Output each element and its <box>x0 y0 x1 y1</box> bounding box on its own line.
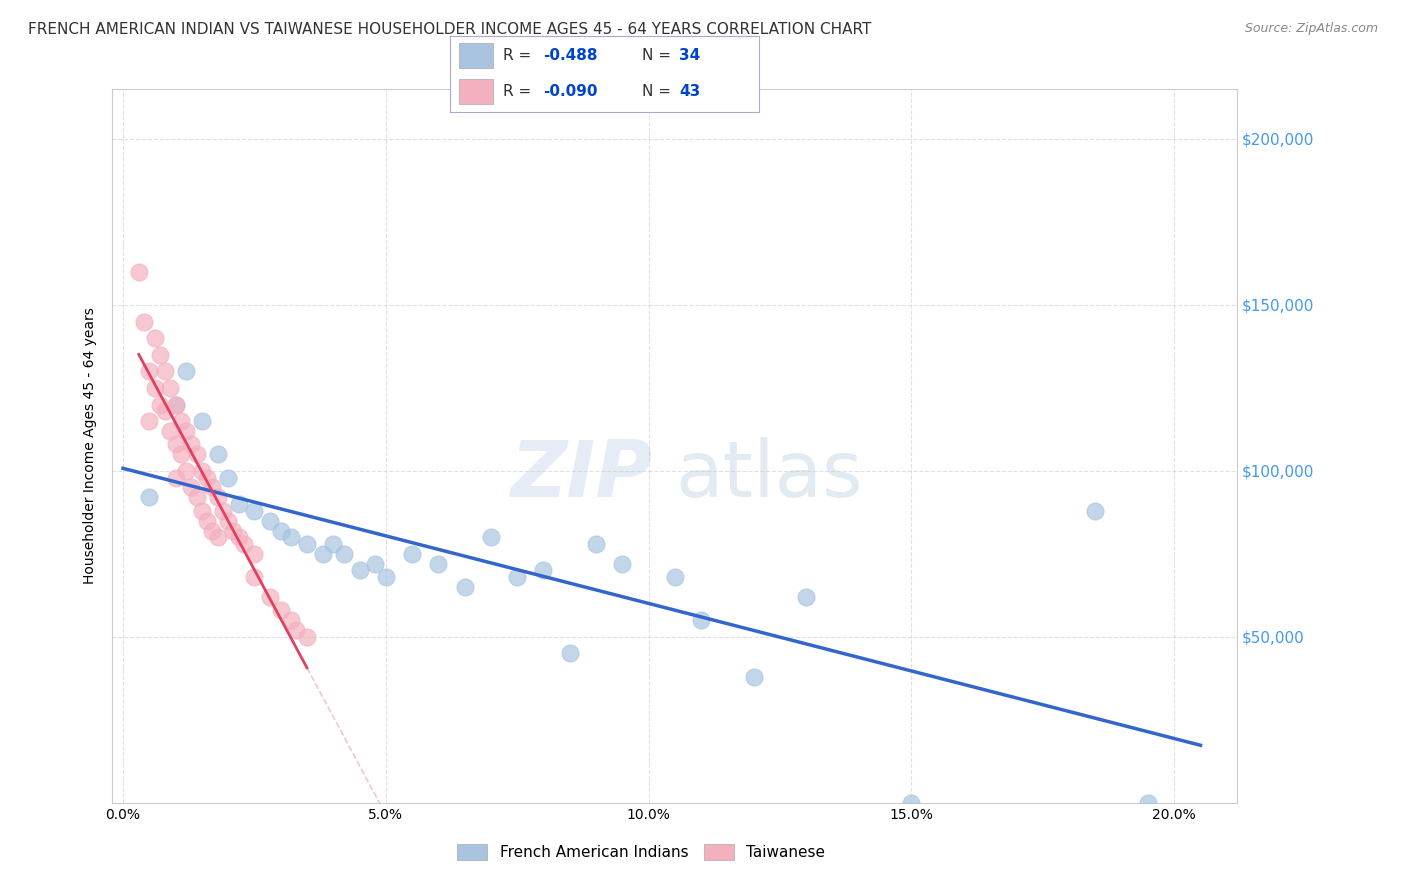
Point <box>232 537 254 551</box>
Point <box>132 314 155 328</box>
Point <box>285 624 308 638</box>
Text: atlas: atlas <box>675 436 862 513</box>
Point <box>128 265 150 279</box>
Point <box>186 447 208 461</box>
Point <box>690 613 713 627</box>
Point <box>174 364 197 378</box>
Point <box>207 530 229 544</box>
Point <box>280 613 302 627</box>
Point <box>201 481 224 495</box>
Point <box>295 537 318 551</box>
Point <box>1136 796 1159 810</box>
Point <box>322 537 344 551</box>
Point <box>165 397 187 411</box>
Point <box>138 364 160 378</box>
Point <box>1084 504 1107 518</box>
Point <box>191 504 214 518</box>
Point <box>427 557 450 571</box>
Point <box>270 603 292 617</box>
Point <box>243 570 266 584</box>
Point <box>149 348 172 362</box>
Point <box>212 504 235 518</box>
Point <box>143 381 166 395</box>
Point <box>259 590 281 604</box>
Point <box>900 796 922 810</box>
Point <box>180 481 202 495</box>
Point <box>228 530 250 544</box>
Point <box>794 590 817 604</box>
Point <box>153 364 176 378</box>
Point <box>153 404 176 418</box>
Point <box>228 497 250 511</box>
Point <box>558 647 581 661</box>
Point <box>191 464 214 478</box>
Point <box>506 570 529 584</box>
Point <box>217 514 239 528</box>
Point <box>259 514 281 528</box>
Point <box>180 437 202 451</box>
Point <box>143 331 166 345</box>
Point <box>159 424 181 438</box>
Point <box>186 491 208 505</box>
Point <box>165 470 187 484</box>
Point <box>742 670 765 684</box>
Point <box>170 447 193 461</box>
Point <box>174 424 197 438</box>
Text: 43: 43 <box>679 84 700 99</box>
Point <box>349 564 371 578</box>
Point <box>201 524 224 538</box>
Legend: French American Indians, Taiwanese: French American Indians, Taiwanese <box>451 838 831 866</box>
Point <box>149 397 172 411</box>
Point <box>401 547 423 561</box>
Text: 34: 34 <box>679 48 700 63</box>
Point <box>222 524 245 538</box>
Point <box>280 530 302 544</box>
Point <box>243 547 266 561</box>
Point <box>612 557 634 571</box>
Text: N =: N = <box>641 84 675 99</box>
Point <box>165 397 187 411</box>
Point <box>453 580 475 594</box>
FancyBboxPatch shape <box>460 78 494 104</box>
Point <box>332 547 354 561</box>
Point <box>243 504 266 518</box>
Point <box>585 537 607 551</box>
Point <box>664 570 686 584</box>
Point <box>191 414 214 428</box>
Point <box>217 470 239 484</box>
Y-axis label: Householder Income Ages 45 - 64 years: Householder Income Ages 45 - 64 years <box>83 308 97 584</box>
Text: FRENCH AMERICAN INDIAN VS TAIWANESE HOUSEHOLDER INCOME AGES 45 - 64 YEARS CORREL: FRENCH AMERICAN INDIAN VS TAIWANESE HOUS… <box>28 22 872 37</box>
Text: R =: R = <box>502 48 536 63</box>
Text: Source: ZipAtlas.com: Source: ZipAtlas.com <box>1244 22 1378 36</box>
Point <box>195 470 218 484</box>
Point <box>174 464 197 478</box>
Point <box>364 557 387 571</box>
Point <box>270 524 292 538</box>
Point <box>195 514 218 528</box>
Text: ZIP: ZIP <box>510 436 652 513</box>
Point <box>159 381 181 395</box>
Point <box>479 530 502 544</box>
Text: -0.090: -0.090 <box>543 84 598 99</box>
Point <box>165 437 187 451</box>
Point <box>533 564 555 578</box>
Text: N =: N = <box>641 48 675 63</box>
Text: R =: R = <box>502 84 536 99</box>
Text: -0.488: -0.488 <box>543 48 598 63</box>
Point <box>207 447 229 461</box>
Point <box>207 491 229 505</box>
Point <box>374 570 396 584</box>
FancyBboxPatch shape <box>460 44 494 69</box>
Point <box>295 630 318 644</box>
Point <box>312 547 335 561</box>
Point <box>138 414 160 428</box>
Point <box>138 491 160 505</box>
Point <box>170 414 193 428</box>
